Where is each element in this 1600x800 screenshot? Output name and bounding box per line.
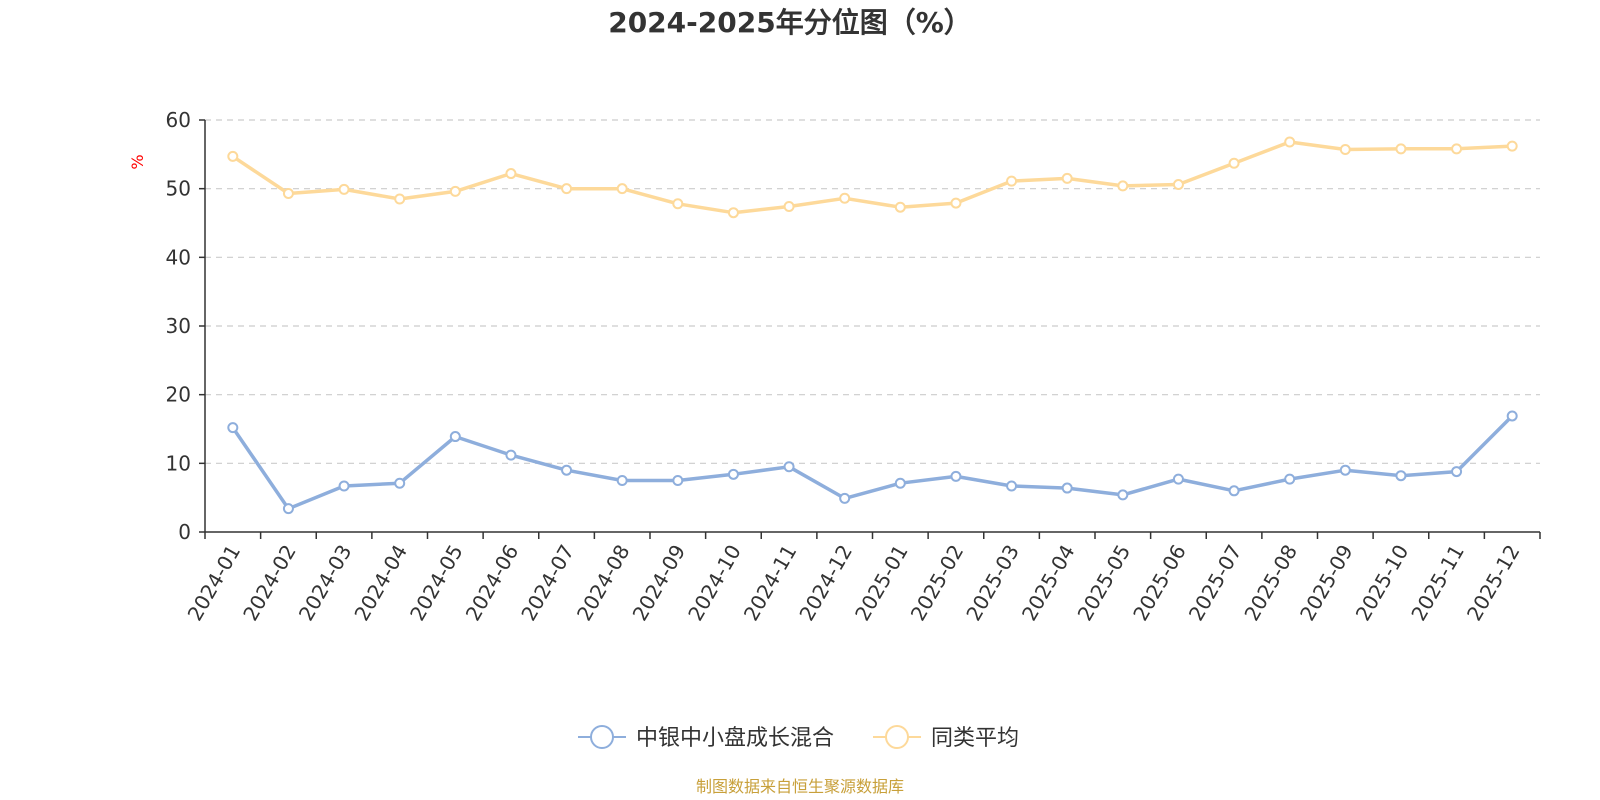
x-tick-label: 2025-10 [1351, 541, 1414, 625]
y-tick-label: 0 [178, 520, 191, 544]
legend-marker [885, 725, 909, 749]
data-point [839, 492, 851, 504]
x-tick-label: 2025-05 [1073, 541, 1136, 625]
legend-marker [590, 725, 614, 749]
data-point [1284, 136, 1296, 148]
data-point [1172, 179, 1184, 191]
chart-title: 2024-2025年分位图（%） [608, 6, 972, 39]
x-tick-label: 2025-09 [1295, 541, 1358, 625]
data-point [282, 187, 294, 199]
y-tick-label: 60 [166, 108, 191, 132]
data-point [449, 431, 461, 443]
data-point [227, 150, 239, 162]
x-tick-label: 2025-01 [850, 541, 913, 625]
x-tick-label: 2024-03 [294, 541, 357, 625]
data-point [1395, 143, 1407, 155]
x-axis-ticks: 2024-012024-022024-032024-042024-052024-… [183, 532, 1541, 625]
legend-label: 同类平均 [931, 726, 1019, 751]
data-point [672, 198, 684, 210]
data-point [894, 477, 906, 489]
y-tick-label: 50 [166, 177, 191, 201]
data-point [672, 475, 684, 486]
x-tick-label: 2025-08 [1239, 541, 1302, 625]
data-point [1117, 180, 1129, 192]
legend-label: 中银中小盘成长混合 [636, 726, 834, 751]
y-tick-label: 20 [166, 383, 191, 407]
data-point [616, 475, 628, 486]
data-point [1506, 410, 1518, 422]
data-point [394, 193, 406, 205]
data-point [1451, 466, 1463, 478]
data-point [727, 207, 739, 219]
legend: 中银中小盘成长混合 同类平均 [578, 725, 1019, 751]
data-point [1228, 485, 1240, 497]
y-tick-label: 40 [166, 245, 191, 269]
x-tick-label: 2024-10 [683, 541, 746, 625]
y-axis-ticks: 0 10 20 30 40 50 60 [166, 108, 205, 544]
series-line [231, 414, 1514, 511]
series-2 [227, 136, 1518, 219]
data-point [616, 183, 628, 195]
x-tick-label: 2025-07 [1184, 541, 1247, 625]
x-tick-label: 2024-12 [794, 541, 857, 625]
data-point [1339, 144, 1351, 156]
data-point [1395, 470, 1407, 482]
data-point [950, 470, 962, 482]
data-point [1061, 172, 1073, 184]
x-tick-label: 2025-02 [906, 541, 969, 625]
series-line [231, 140, 1513, 215]
data-point [561, 464, 573, 476]
x-tick-label: 2025-11 [1406, 541, 1469, 625]
data-point [561, 183, 573, 195]
data-point [1061, 482, 1073, 494]
series-layer [227, 136, 1518, 515]
x-tick-label: 2025-04 [1017, 541, 1080, 625]
data-point [394, 477, 406, 489]
data-point [1006, 480, 1018, 492]
data-point [449, 185, 461, 197]
x-tick-label: 2025-06 [1128, 541, 1191, 625]
data-point [1228, 157, 1240, 169]
data-point [1451, 143, 1463, 155]
data-point [894, 201, 906, 213]
data-point [1172, 473, 1184, 485]
grid-lines [205, 119, 1540, 464]
data-point [1117, 489, 1129, 501]
data-point [783, 461, 795, 473]
x-tick-label: 2024-05 [405, 541, 468, 625]
x-tick-label: 2025-03 [961, 541, 1024, 625]
data-point [1284, 473, 1296, 485]
data-point [227, 422, 239, 434]
data-point [1339, 464, 1351, 476]
data-point [783, 201, 795, 213]
data-point [839, 192, 851, 204]
y-tick-label: 30 [166, 314, 191, 338]
series-1 [227, 410, 1518, 515]
x-tick-label: 2024-09 [628, 541, 691, 625]
x-tick-label: 2024-06 [461, 541, 524, 625]
y-tick-label: 10 [166, 451, 191, 475]
data-point [505, 449, 517, 461]
data-point [950, 197, 962, 209]
x-tick-label: 2024-02 [238, 541, 301, 625]
source-note: 制图数据来自恒生聚源数据库 [696, 777, 904, 796]
data-point [282, 503, 294, 515]
x-tick-label: 2024-04 [349, 541, 412, 625]
x-tick-label: 2025-12 [1462, 541, 1525, 625]
data-point [727, 468, 739, 480]
data-point [1506, 140, 1518, 152]
x-tick-label: 2024-01 [183, 541, 246, 625]
data-point [1006, 175, 1018, 187]
data-point [338, 183, 350, 195]
x-tick-label: 2024-08 [572, 541, 635, 625]
data-point [338, 480, 350, 492]
data-point [505, 168, 517, 180]
y-axis-unit-label: % [128, 154, 147, 169]
x-tick-label: 2024-11 [739, 541, 802, 625]
x-tick-label: 2024-07 [516, 541, 579, 625]
